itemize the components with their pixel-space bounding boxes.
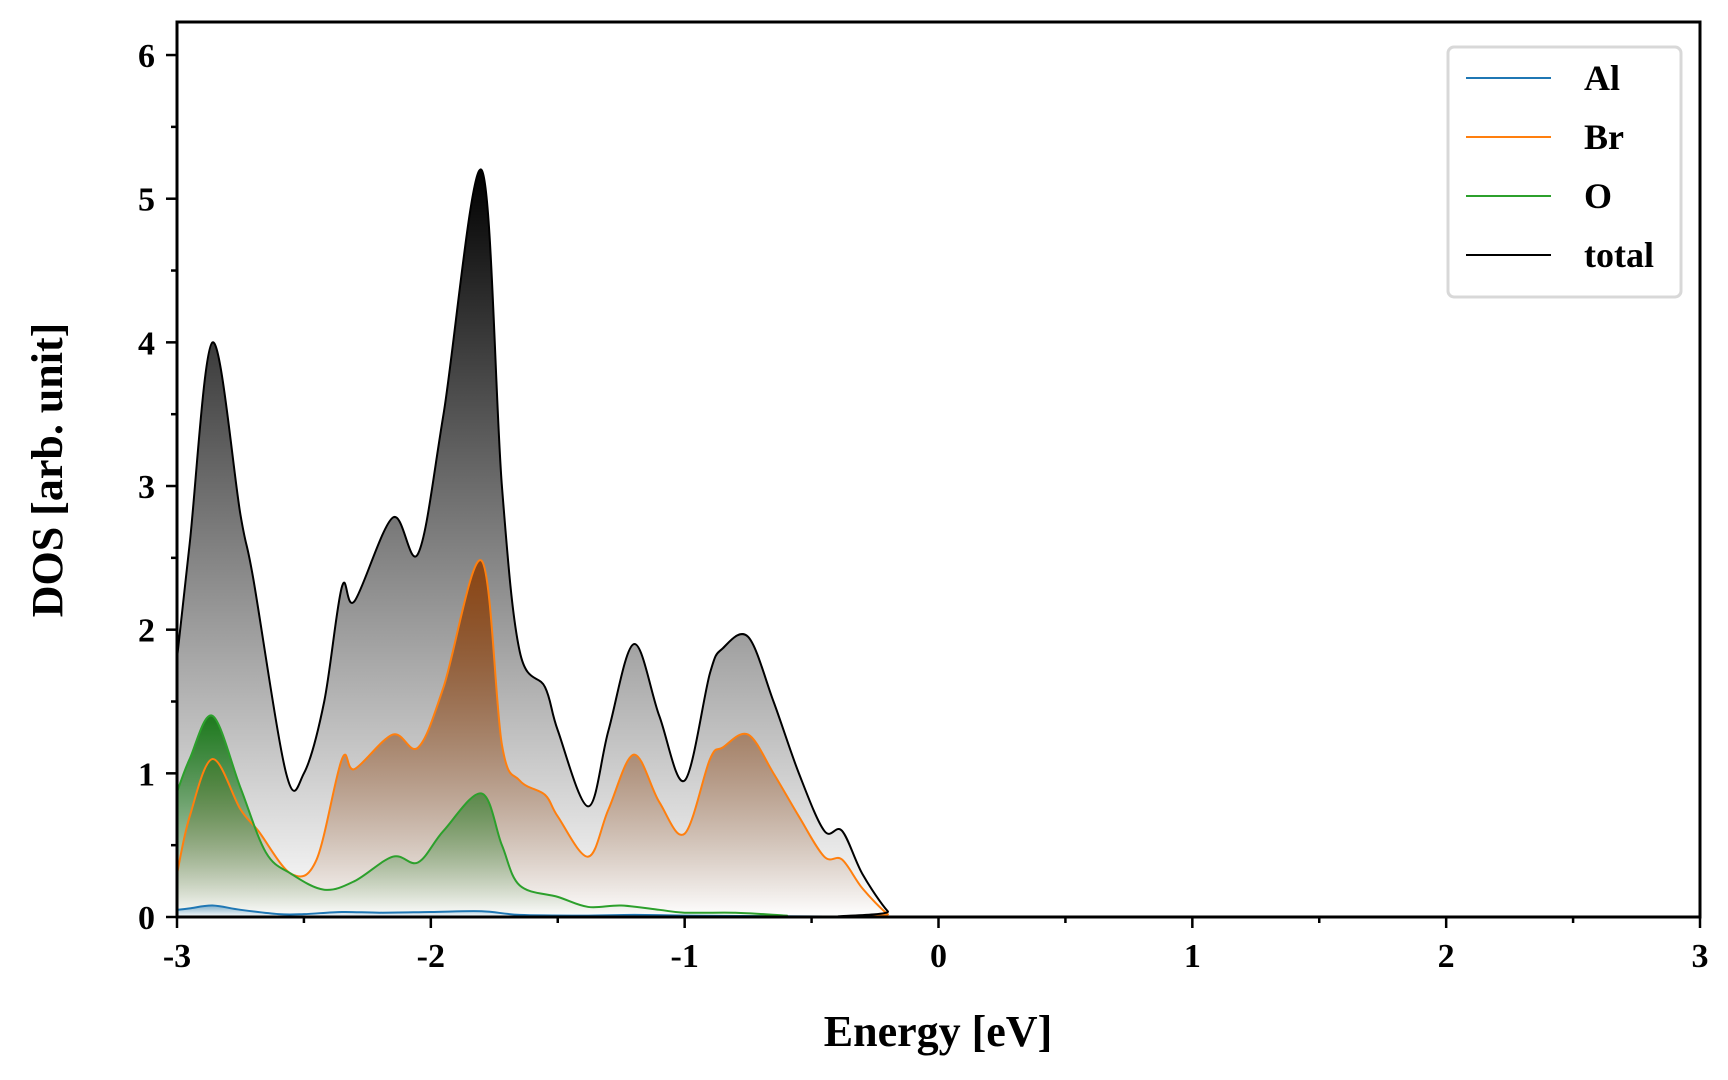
x-tick-label: 1: [1184, 938, 1201, 975]
legend-label: Br: [1584, 117, 1624, 157]
line-br: [176, 559, 1700, 919]
y-tick-label: 6: [138, 38, 155, 75]
legend-label: total: [1584, 235, 1654, 275]
y-tick-label: 0: [138, 900, 155, 937]
y-tick-label: 5: [138, 182, 155, 219]
legend-item-al: Al: [1466, 58, 1620, 98]
y-axis: 0 1 2 3 4 5 6: [138, 38, 177, 937]
legend-label: O: [1584, 176, 1612, 216]
y-tick-label: 2: [138, 613, 155, 650]
legend-box: [1446, 45, 1683, 299]
series-lines: [176, 168, 1700, 919]
x-tick-label: -2: [417, 938, 445, 975]
y-axis-label: DOS [arb. unit]: [23, 323, 72, 618]
legend-label: Al: [1584, 58, 1620, 98]
x-tick-label: -1: [671, 938, 699, 975]
legend-item-total: total: [1466, 235, 1654, 275]
legend-item-br: Br: [1466, 117, 1624, 157]
x-axis: -3 -2 -1 0 1 2 3: [163, 917, 1709, 975]
x-axis-label: Energy [eV]: [824, 1007, 1053, 1056]
line-total: [176, 168, 1700, 919]
y-tick-label: 3: [138, 469, 155, 506]
area-br: [177, 560, 1700, 917]
x-tick-label: 0: [930, 938, 947, 975]
y-tick-label: 4: [138, 325, 155, 362]
y-tick-label: 1: [138, 756, 155, 793]
x-tick-label: 3: [1692, 938, 1709, 975]
legend-item-o: O: [1466, 176, 1612, 216]
x-tick-label: 2: [1438, 938, 1455, 975]
area-o: [177, 715, 1700, 917]
x-tick-label: -3: [163, 938, 191, 975]
